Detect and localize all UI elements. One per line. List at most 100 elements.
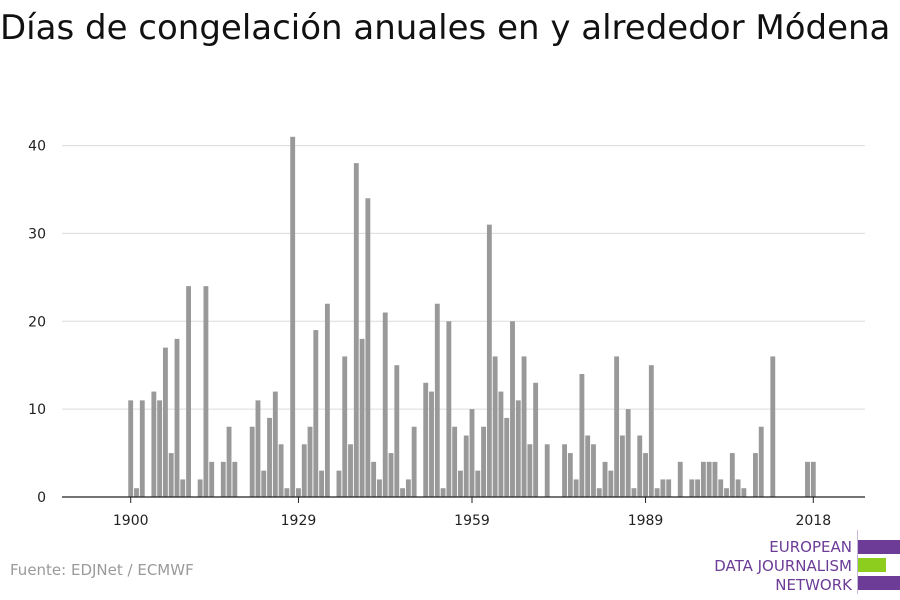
logo-text: EUROPEAN DATA JOURNALISM NETWORK <box>714 538 852 595</box>
bar <box>348 444 353 497</box>
bar <box>429 391 434 497</box>
bar <box>637 435 643 497</box>
bar <box>157 400 163 497</box>
y-tick-label: 0 <box>37 490 46 506</box>
logo-divider <box>857 530 858 594</box>
bar <box>643 453 648 497</box>
bar <box>134 488 139 497</box>
y-tick-label: 40 <box>28 139 46 155</box>
logo-bar-middle <box>858 558 886 572</box>
bar <box>706 461 712 497</box>
bar <box>307 426 313 497</box>
bar <box>712 461 718 497</box>
chart-title: Días de congelación anuales en y alreded… <box>0 8 891 48</box>
bar <box>469 409 475 497</box>
x-axis: 1900 1929 1959 1989 2018 <box>113 497 831 529</box>
source-note: Fuente: EDJNet / ECMWF <box>10 561 194 579</box>
bar <box>301 444 307 497</box>
bar <box>353 163 359 497</box>
bars <box>128 136 816 498</box>
bar <box>336 470 342 497</box>
bar <box>278 444 284 497</box>
bar <box>498 391 504 497</box>
bar <box>805 461 810 497</box>
bar <box>388 453 394 497</box>
bar <box>614 356 620 497</box>
logo-bar-bottom <box>858 576 900 590</box>
bar <box>382 312 388 497</box>
y-axis: 0 10 20 30 40 <box>28 139 46 506</box>
bar <box>458 470 463 497</box>
bar <box>186 286 191 497</box>
bar <box>625 409 631 497</box>
bar <box>724 488 729 497</box>
bar <box>128 400 134 497</box>
bar-chart: 0 10 20 30 40 1900 1929 1959 1989 2018 <box>28 136 865 529</box>
bar <box>319 470 325 497</box>
bar <box>272 391 278 497</box>
bar <box>631 488 637 497</box>
logo-line-1: EUROPEAN <box>769 538 852 556</box>
bar <box>284 488 290 497</box>
bar <box>371 461 377 497</box>
bar <box>440 488 446 497</box>
bar <box>608 470 614 497</box>
grid-lines <box>62 145 865 410</box>
bar <box>718 479 724 497</box>
logo-bar-top <box>858 540 900 554</box>
bar <box>810 461 816 497</box>
bar <box>405 479 411 497</box>
bar <box>423 382 429 497</box>
bar <box>567 453 573 497</box>
bar <box>596 488 602 497</box>
bar <box>666 479 672 497</box>
bar <box>654 488 660 497</box>
bar <box>296 488 301 497</box>
x-tick-label: 2018 <box>795 513 831 529</box>
bar <box>197 479 203 497</box>
bar <box>313 330 319 497</box>
x-tick-label: 1929 <box>281 513 317 529</box>
bar <box>735 479 741 497</box>
bar <box>394 365 400 497</box>
bar <box>139 400 145 497</box>
bar <box>255 400 261 497</box>
bar <box>602 461 608 497</box>
y-tick-label: 30 <box>28 226 46 242</box>
bar <box>729 453 735 497</box>
bar <box>544 444 550 497</box>
bar <box>411 426 417 497</box>
bar <box>180 479 186 497</box>
bar <box>591 444 596 497</box>
bar <box>527 444 533 497</box>
bar <box>232 461 238 497</box>
bar <box>342 356 348 497</box>
bar <box>585 435 591 497</box>
bar <box>770 356 776 497</box>
bar <box>475 470 481 497</box>
bar <box>677 461 683 497</box>
bar <box>290 136 296 498</box>
bar <box>486 224 492 497</box>
bar <box>434 303 440 497</box>
bar <box>753 453 758 497</box>
bar <box>226 426 232 497</box>
bar <box>515 400 521 497</box>
bar <box>689 479 695 497</box>
x-tick-label: 1989 <box>628 513 664 529</box>
y-tick-label: 10 <box>28 402 46 418</box>
bar <box>324 303 330 497</box>
bar <box>267 417 272 497</box>
bar <box>220 461 226 497</box>
logo-line-2: DATA JOURNALISM <box>714 557 852 575</box>
bar <box>446 321 452 497</box>
bar <box>203 286 209 497</box>
bar <box>168 453 174 497</box>
bar <box>660 479 666 497</box>
edjnet-logo[interactable]: EUROPEAN DATA JOURNALISM NETWORK <box>700 530 900 596</box>
logo-line-3: NETWORK <box>775 576 852 594</box>
bar <box>261 470 267 497</box>
bar <box>400 488 406 497</box>
bar <box>249 426 255 497</box>
bar <box>562 444 567 497</box>
